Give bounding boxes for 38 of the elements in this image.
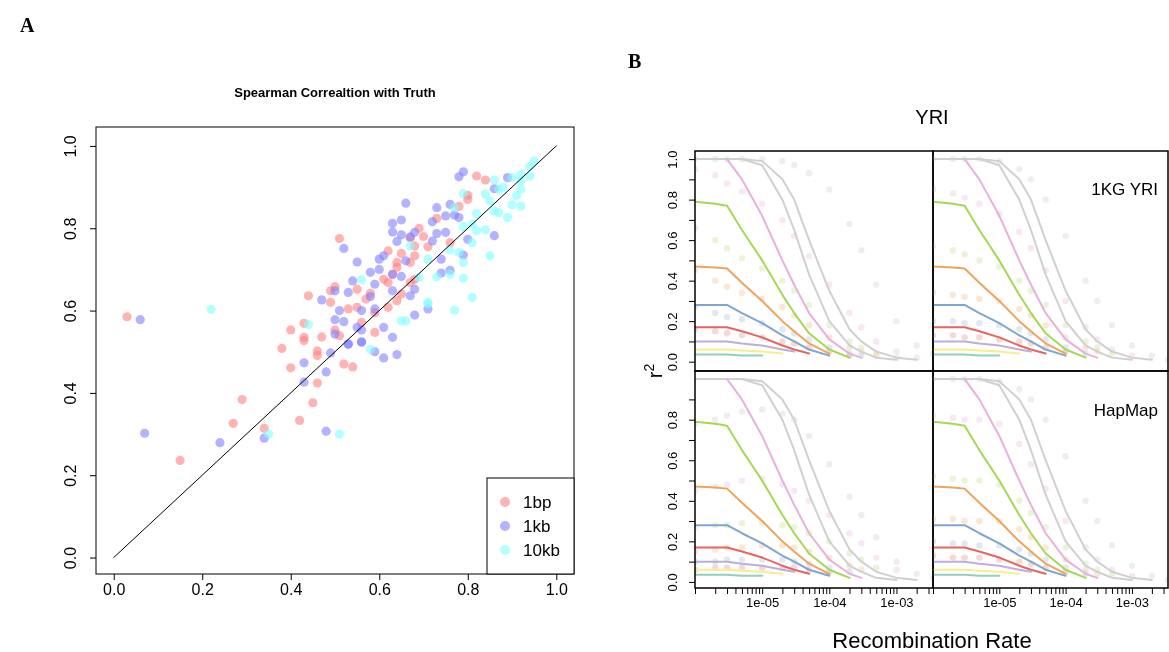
x-tick-label: 0.2 <box>191 581 214 599</box>
x-tick-label: 0.8 <box>457 581 480 599</box>
chart-title: Spearman Correaltion with Truth <box>234 85 436 100</box>
y-tick-label: 0.8 <box>665 191 681 210</box>
x-tick-label: 1e-03 <box>880 595 914 611</box>
y-tick-label: 0.8 <box>61 217 79 240</box>
y-tick-label: 0.2 <box>61 464 79 487</box>
x-tick-label: 1e-05 <box>746 595 780 611</box>
x-tick-label: 1e-05 <box>983 595 1017 611</box>
x-tick-label: 0.6 <box>368 581 391 599</box>
y-tick-label: 0.6 <box>61 299 79 323</box>
y-tick-label: 0.4 <box>61 382 79 405</box>
legend-label: 1bp <box>523 493 552 512</box>
x-axis-title: Recombination Rate <box>832 628 1032 652</box>
y-tick-label: 0.2 <box>665 312 681 331</box>
x-tick-label: 1e-04 <box>813 595 847 611</box>
y-tick-label: 0.0 <box>665 353 681 372</box>
y-tick-label: 1.0 <box>61 135 79 158</box>
y-tick-label: 0.0 <box>61 546 79 570</box>
y-tick-label: 0.2 <box>665 532 681 551</box>
annotation: 1KG YRI <box>1091 180 1158 199</box>
text: A <box>20 14 35 36</box>
x-tick-label: 1.0 <box>545 581 569 599</box>
x-tick-label: 0.4 <box>280 581 303 599</box>
x-tick-label: 1e-04 <box>1049 595 1083 611</box>
y-tick-label: 0.4 <box>665 492 681 511</box>
y-tick-label: 0.6 <box>665 231 681 250</box>
x-tick-label: 0.0 <box>103 581 126 599</box>
legend-label: 1kb <box>523 517 551 536</box>
y-tick-label: 0.4 <box>665 272 681 291</box>
legend-label: 10kb <box>523 541 560 560</box>
x-tick-label: 1e-03 <box>1115 595 1150 611</box>
chart-title: YRI <box>915 106 949 128</box>
y-tick-label: 1.0 <box>665 150 681 169</box>
text: B <box>628 50 642 72</box>
y-tick-label: 0.8 <box>665 411 681 430</box>
annotation: HapMap <box>1093 401 1158 420</box>
y-tick-label: 0.6 <box>665 451 681 470</box>
